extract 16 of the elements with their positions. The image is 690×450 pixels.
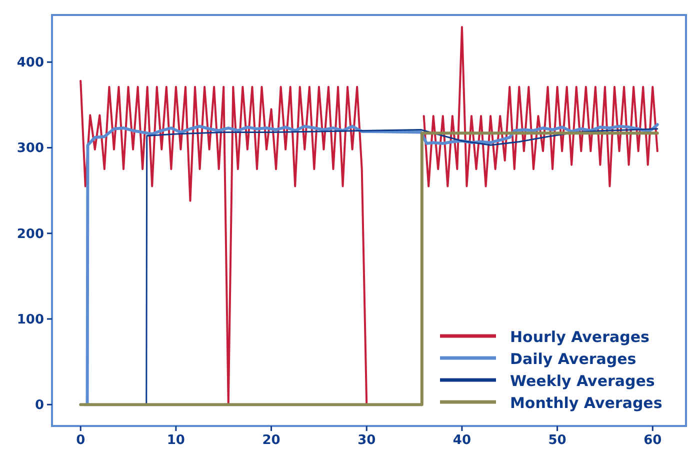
legend-label: Monthly Averages — [510, 394, 662, 412]
x-tick-label: 20 — [262, 433, 280, 448]
y-tick-label: 100 — [16, 312, 44, 328]
x-tick-label: 10 — [166, 433, 185, 448]
x-tick-label: 50 — [548, 433, 566, 448]
y-tick-label: 400 — [16, 56, 44, 71]
x-tick-label: 60 — [644, 433, 662, 448]
y-tick-label: 200 — [16, 226, 44, 242]
x-tick-label: 0 — [76, 433, 86, 448]
legend-label: Daily Averages — [510, 350, 636, 368]
legend-label: Weekly Averages — [510, 372, 655, 390]
x-tick-label: 40 — [452, 433, 471, 448]
legend-label: Hourly Averages — [510, 328, 650, 346]
x-tick-label: 30 — [358, 433, 376, 448]
y-tick-label: 0 — [34, 398, 44, 414]
y-tick-label: 300 — [16, 141, 44, 156]
